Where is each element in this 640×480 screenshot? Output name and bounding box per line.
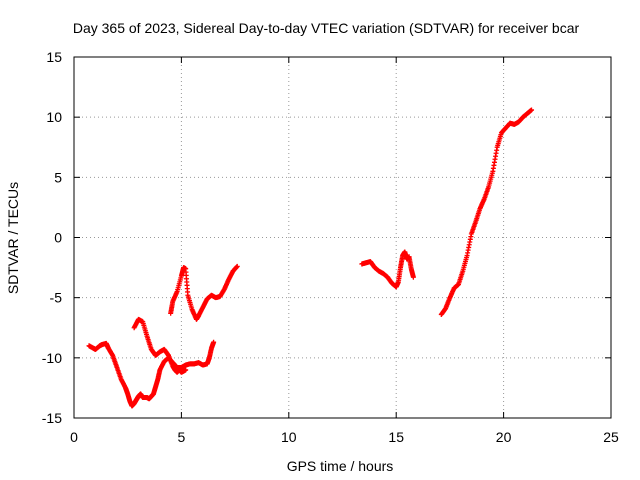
y-tick-label: 10 — [46, 109, 62, 125]
x-tick-label: 20 — [496, 429, 512, 445]
y-tick-label: 0 — [54, 230, 62, 246]
data-point — [183, 367, 189, 373]
axis-ticks: 0 5 10 15 20 25 -15 -10 -5 0 5 10 15 — [42, 49, 619, 445]
x-tick-label: 5 — [178, 429, 186, 445]
data-point — [211, 339, 217, 345]
data-series — [131, 316, 189, 375]
data-point — [529, 107, 535, 113]
y-axis-title: SDTVAR / TECUs — [5, 182, 21, 294]
x-axis-title: GPS time / hours — [287, 458, 394, 474]
data-series — [359, 249, 416, 290]
y-tick-label: 15 — [46, 49, 62, 65]
x-tick-label: 25 — [603, 429, 619, 445]
data-point — [234, 263, 240, 269]
chart-title: Day 365 of 2023, Sidereal Day-to-day VTE… — [73, 20, 580, 36]
x-tick-label: 10 — [281, 429, 297, 445]
data-points — [86, 107, 535, 409]
x-tick-label: 15 — [388, 429, 404, 445]
y-tick-label: -5 — [50, 290, 63, 306]
y-tick-label: -15 — [42, 410, 62, 426]
data-series — [438, 107, 535, 318]
x-tick-label: 0 — [70, 429, 78, 445]
data-point — [410, 274, 416, 280]
y-tick-label: -10 — [42, 350, 62, 366]
grid-lines — [74, 57, 611, 418]
data-series — [168, 263, 240, 322]
y-tick-label: 5 — [54, 169, 62, 185]
